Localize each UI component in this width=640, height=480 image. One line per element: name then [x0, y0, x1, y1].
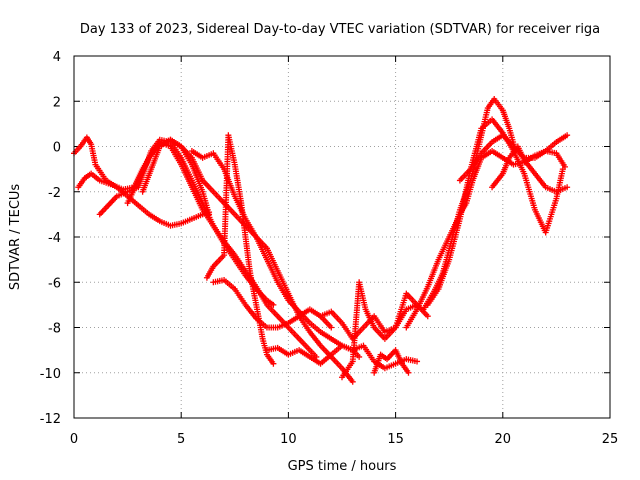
- x-tick-label: 15: [387, 432, 404, 447]
- x-tick-label: 20: [495, 432, 512, 447]
- data-point: [328, 324, 335, 331]
- series-arc-11: [339, 279, 421, 381]
- series-arc-12: [371, 347, 412, 376]
- series-arc-4: [124, 138, 320, 360]
- x-tick-label: 10: [280, 432, 297, 447]
- y-tick-label: -8: [48, 322, 61, 337]
- y-tick-label: 4: [53, 50, 61, 65]
- data-point: [405, 369, 412, 376]
- data-point: [270, 360, 277, 367]
- grid: [74, 56, 610, 418]
- y-tick-label: -12: [40, 412, 61, 427]
- data-point: [414, 358, 421, 365]
- series-arc-14: [420, 95, 519, 313]
- x-axis-label: GPS time / hours: [288, 459, 397, 474]
- y-axis-label: SDTVAR / TECUs: [8, 184, 23, 291]
- x-tick-label: 0: [70, 432, 78, 447]
- y-tick-label: -4: [48, 231, 61, 246]
- x-tick-label: 25: [602, 432, 619, 447]
- data-point: [564, 132, 571, 139]
- series-arc-9: [263, 342, 421, 372]
- series-arc-16: [456, 132, 571, 184]
- series-arc-7: [203, 132, 277, 367]
- series-arc-15: [424, 116, 566, 308]
- data-point: [559, 166, 566, 173]
- y-tick-label: 2: [53, 95, 61, 110]
- y-tick-label: -10: [40, 367, 61, 382]
- x-tick-label: 5: [177, 432, 185, 447]
- data-point: [564, 184, 571, 191]
- data-point: [424, 313, 431, 320]
- y-tick-label: 0: [53, 141, 61, 156]
- data-point: [349, 378, 356, 385]
- series-arc-5: [139, 136, 356, 385]
- data-point: [270, 301, 277, 308]
- y-tick-label: -2: [48, 186, 61, 201]
- series-arc-8: [210, 276, 335, 331]
- data-point: [356, 353, 363, 360]
- plot-frame: [73, 55, 611, 419]
- data-points: [71, 95, 571, 385]
- chart-title: Day 133 of 2023, Sidereal Day-to-day VTE…: [80, 22, 600, 37]
- series-arc-17: [489, 143, 571, 195]
- y-tick-label: -6: [48, 276, 61, 291]
